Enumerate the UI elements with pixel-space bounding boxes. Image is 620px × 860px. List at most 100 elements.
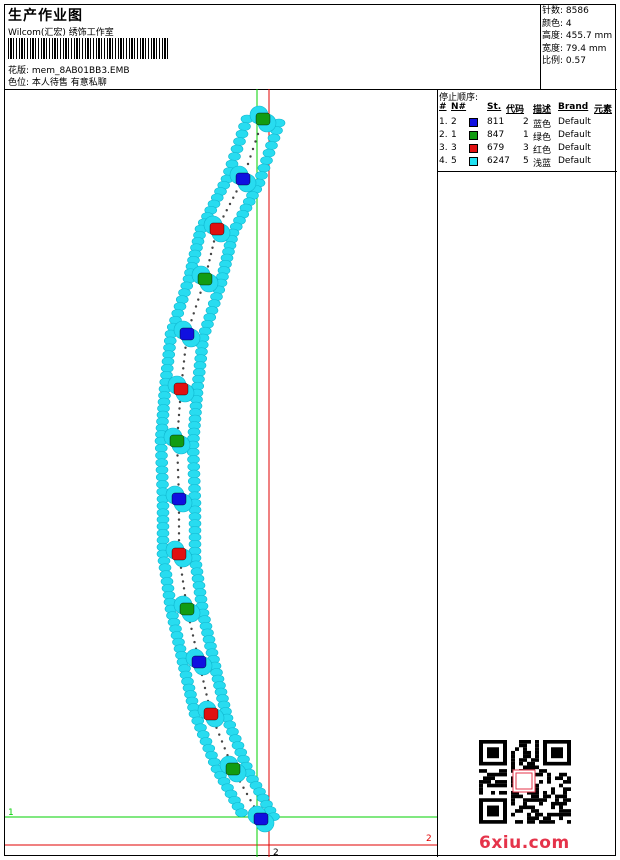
stem-stitch [242,786,245,789]
stop-row: 2. 1 847 1 绿色 Default [437,130,617,143]
leaf-stitch [255,171,268,180]
qr-module [535,787,539,791]
qr-module [535,747,539,751]
stem-stitch [232,196,235,199]
leaf-stitch [228,152,241,161]
row-needle: 2 [451,117,457,127]
qr-module [483,780,487,784]
qr-module [555,801,559,806]
row-description: 绿色 [533,133,552,143]
qr-module [499,790,503,795]
stem-stitch [218,733,221,736]
row-code: 5 [523,156,529,166]
qr-module [487,780,491,784]
stem-stitch [193,640,196,644]
leaf-stitch [155,472,169,482]
row-description: 蓝色 [533,120,552,130]
qr-module [567,809,571,813]
stem-stitch [220,740,224,743]
stat-width: 宽度: 79.4 mm [542,43,607,54]
qr-module [559,801,563,806]
leaf-stitch [187,462,201,472]
qr-module [547,816,551,821]
sheet-frame: 生产作业图 Wilcom(汇宏) 绣饰工作室 花版: mem_8AB01BB3.… [4,4,617,858]
stop-row: 3. 3 679 3 红色 Default [437,143,617,156]
qr-module [499,783,503,788]
qr-module [539,772,543,777]
stem-stitch [199,291,202,294]
stem-stitch [190,627,193,631]
qr-module [523,747,527,751]
qr-module [563,780,567,784]
qr-module [511,812,515,817]
qr-module [503,783,507,788]
qr-module [531,809,535,813]
flower-motif [171,547,187,561]
qr-module [563,801,567,806]
qr-module [531,820,535,824]
col-header-code: 代码 [506,105,525,115]
stem-stitch [191,634,195,637]
qr-module [535,816,539,821]
page-title: 生产作业图 [8,8,83,24]
qr-module [535,809,539,813]
leaf-stitch [155,451,168,460]
leaf-stitch [188,484,201,493]
row-needle: 3 [451,143,457,153]
qr-module [515,809,519,813]
qr-module [563,790,567,795]
leaf-stitch [187,476,201,486]
stem-stitch [251,147,255,151]
qr-module [535,798,539,802]
stem-stitch [177,483,180,486]
stem-stitch [190,319,193,322]
qr-module [559,816,563,821]
qr-module [531,765,535,770]
stem-stitch [192,312,195,315]
qr-module [539,780,543,784]
flower-motif [179,327,195,341]
qr-module [535,758,539,762]
col-header-description: 描述 [533,105,552,115]
col-header-needle: N# [451,102,467,112]
qr-module [511,794,515,799]
qr-code [479,740,571,824]
qr-module [551,805,555,810]
qr-module [531,790,535,795]
leaf-stitch [267,133,281,143]
qr-module [559,805,563,810]
qr-module [487,783,491,788]
qr-module [555,776,559,781]
barcode [8,38,168,59]
qr-module [511,790,515,795]
leaf-stitch [235,808,248,818]
qr-module [499,772,503,777]
qr-module [523,805,527,810]
stem-stitch [178,400,182,404]
qr-module [527,790,531,795]
design-file-name: 花版: mem_8AB01BB3.EMB [8,66,130,76]
stem-stitch [194,305,198,308]
qr-module [547,820,551,824]
qr-module [543,816,547,821]
qr-module [491,772,495,777]
stem-stitch [180,573,184,576]
qr-module [535,812,539,817]
stem-stitch [222,215,225,218]
color-swatch [469,118,478,127]
row-brand: Default [558,143,591,153]
leaf-stitch [155,465,169,475]
qr-module [527,812,531,817]
qr-module [483,776,487,781]
watermark-logo: 6xiu.com [479,833,570,853]
stem-stitch [177,476,180,479]
flower-motif [171,492,187,506]
color-swatch [469,131,478,140]
stem-stitch [208,259,211,262]
row-brand: Default [558,130,591,140]
qr-module [523,750,527,755]
qr-module [487,776,491,781]
header-divider [540,5,541,89]
col-header-stitches: St. [487,102,502,112]
stat-colors: 颜色: 4 [542,18,572,29]
